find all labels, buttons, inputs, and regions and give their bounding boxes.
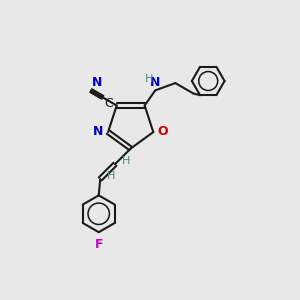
Text: N: N (92, 76, 102, 89)
Text: N: N (150, 76, 160, 88)
Text: C: C (104, 97, 113, 110)
Text: N: N (93, 125, 103, 138)
Text: H: H (107, 171, 116, 181)
Text: F: F (94, 238, 103, 250)
Text: H: H (145, 74, 153, 84)
Text: O: O (158, 125, 168, 138)
Text: H: H (122, 156, 130, 166)
